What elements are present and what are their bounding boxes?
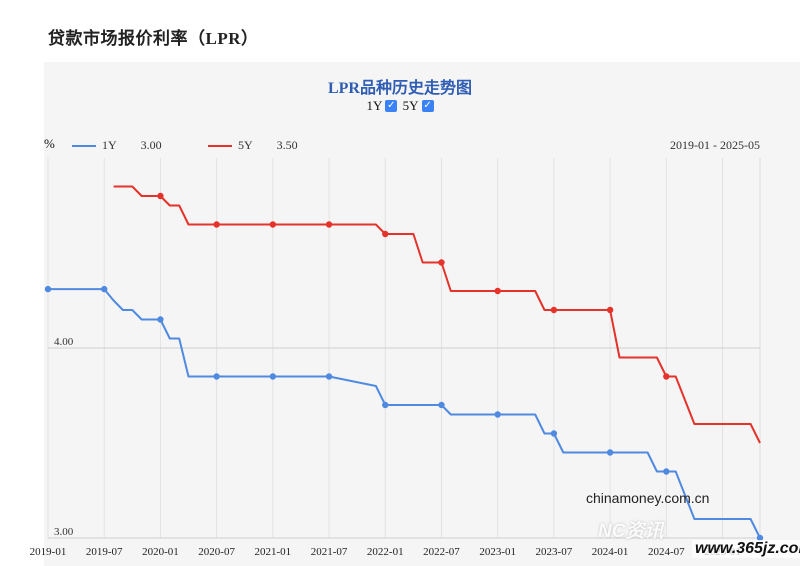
data-point-1y bbox=[438, 401, 445, 409]
check-icon[interactable]: ✓ bbox=[385, 100, 398, 112]
y-axis-unit: % bbox=[44, 136, 55, 151]
legend-item-5y[interactable]: 5Y 3.50 bbox=[208, 138, 298, 153]
legend-swatch-5y bbox=[208, 144, 232, 147]
x-tick-label: 2021-07 bbox=[311, 546, 348, 558]
data-point-5y bbox=[494, 287, 501, 295]
data-point-5y bbox=[382, 230, 389, 238]
y-tick-label: 4.00 bbox=[54, 336, 74, 348]
x-tick-label: 2024-07 bbox=[648, 546, 685, 558]
data-point-1y bbox=[157, 316, 164, 323]
data-point-1y bbox=[101, 285, 108, 293]
data-point-5y bbox=[269, 221, 277, 228]
chart-title: LPR品种历史走势图 bbox=[327, 80, 472, 97]
data-point-1y bbox=[606, 449, 614, 456]
legend-name-1y: 1Y bbox=[102, 138, 117, 152]
data-point-1y bbox=[382, 401, 389, 409]
legend-value-1y: 3.00 bbox=[140, 138, 162, 152]
data-point-1y bbox=[269, 373, 277, 380]
x-tick-label: 2024-01 bbox=[592, 546, 629, 558]
data-point-1y bbox=[663, 468, 670, 475]
toggle-1y-label: 1Y bbox=[366, 98, 383, 113]
toggle-5y-label: 5Y bbox=[402, 98, 419, 113]
data-point-5y bbox=[325, 221, 333, 228]
x-tick-label: 2019-07 bbox=[86, 546, 123, 558]
x-tick-label: 2023-01 bbox=[479, 546, 516, 558]
data-point-1y bbox=[756, 534, 764, 542]
data-point-1y bbox=[550, 430, 558, 437]
legend-item-1y[interactable]: 1Y 3.00 bbox=[72, 138, 162, 153]
date-range: 2019-01 - 2025-05 bbox=[670, 138, 760, 152]
legend-swatch-1y bbox=[72, 144, 96, 147]
data-point-5y bbox=[157, 192, 164, 200]
data-point-5y bbox=[663, 373, 670, 380]
data-point-5y bbox=[213, 221, 220, 228]
nc-logo: NC资讯 bbox=[598, 521, 664, 542]
x-tick-label: 2022-01 bbox=[367, 546, 404, 558]
x-tick-label: 2020-01 bbox=[142, 546, 179, 558]
data-point-1y bbox=[494, 411, 501, 418]
data-point-1y bbox=[325, 373, 333, 380]
chart-panel bbox=[44, 62, 800, 566]
x-tick-label: 2023-07 bbox=[536, 546, 573, 558]
check-icon[interactable]: ✓ bbox=[421, 100, 434, 112]
x-tick-label: 2021-01 bbox=[255, 546, 292, 558]
toggle-1y[interactable]: 1Y ✓ bbox=[366, 98, 398, 114]
y-tick-label: 3.00 bbox=[54, 526, 74, 538]
page-title: 贷款市场报价利率（LPR） bbox=[48, 29, 259, 48]
toggle-5y[interactable]: 5Y ✓ bbox=[403, 98, 434, 114]
watermark-text: chinamoney.com.cn bbox=[586, 490, 710, 506]
data-point-5y bbox=[438, 259, 445, 266]
series-line-5y bbox=[113, 185, 761, 444]
data-point-5y bbox=[550, 306, 558, 314]
data-point-1y bbox=[213, 373, 220, 380]
series-toggles: 1Y ✓ 5Y ✓ bbox=[0, 98, 800, 114]
site-logo: www.365jz.com bbox=[692, 540, 800, 558]
x-tick-label: 2022-07 bbox=[423, 546, 460, 558]
data-point-5y bbox=[606, 306, 614, 314]
legend-name-5y: 5Y bbox=[238, 138, 253, 152]
x-tick-label: 2019-01 bbox=[30, 546, 67, 558]
data-point-1y bbox=[44, 285, 52, 293]
legend-value-5y: 3.50 bbox=[276, 138, 298, 152]
x-tick-label: 2020-07 bbox=[198, 546, 235, 558]
